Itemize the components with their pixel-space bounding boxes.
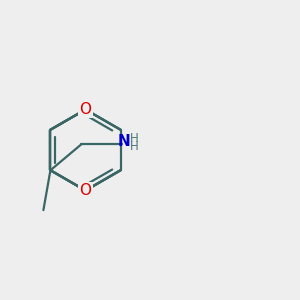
Text: H: H bbox=[130, 132, 138, 145]
Text: N: N bbox=[118, 134, 130, 149]
Text: H: H bbox=[130, 140, 138, 152]
Text: O: O bbox=[80, 102, 92, 117]
Text: O: O bbox=[80, 183, 92, 198]
